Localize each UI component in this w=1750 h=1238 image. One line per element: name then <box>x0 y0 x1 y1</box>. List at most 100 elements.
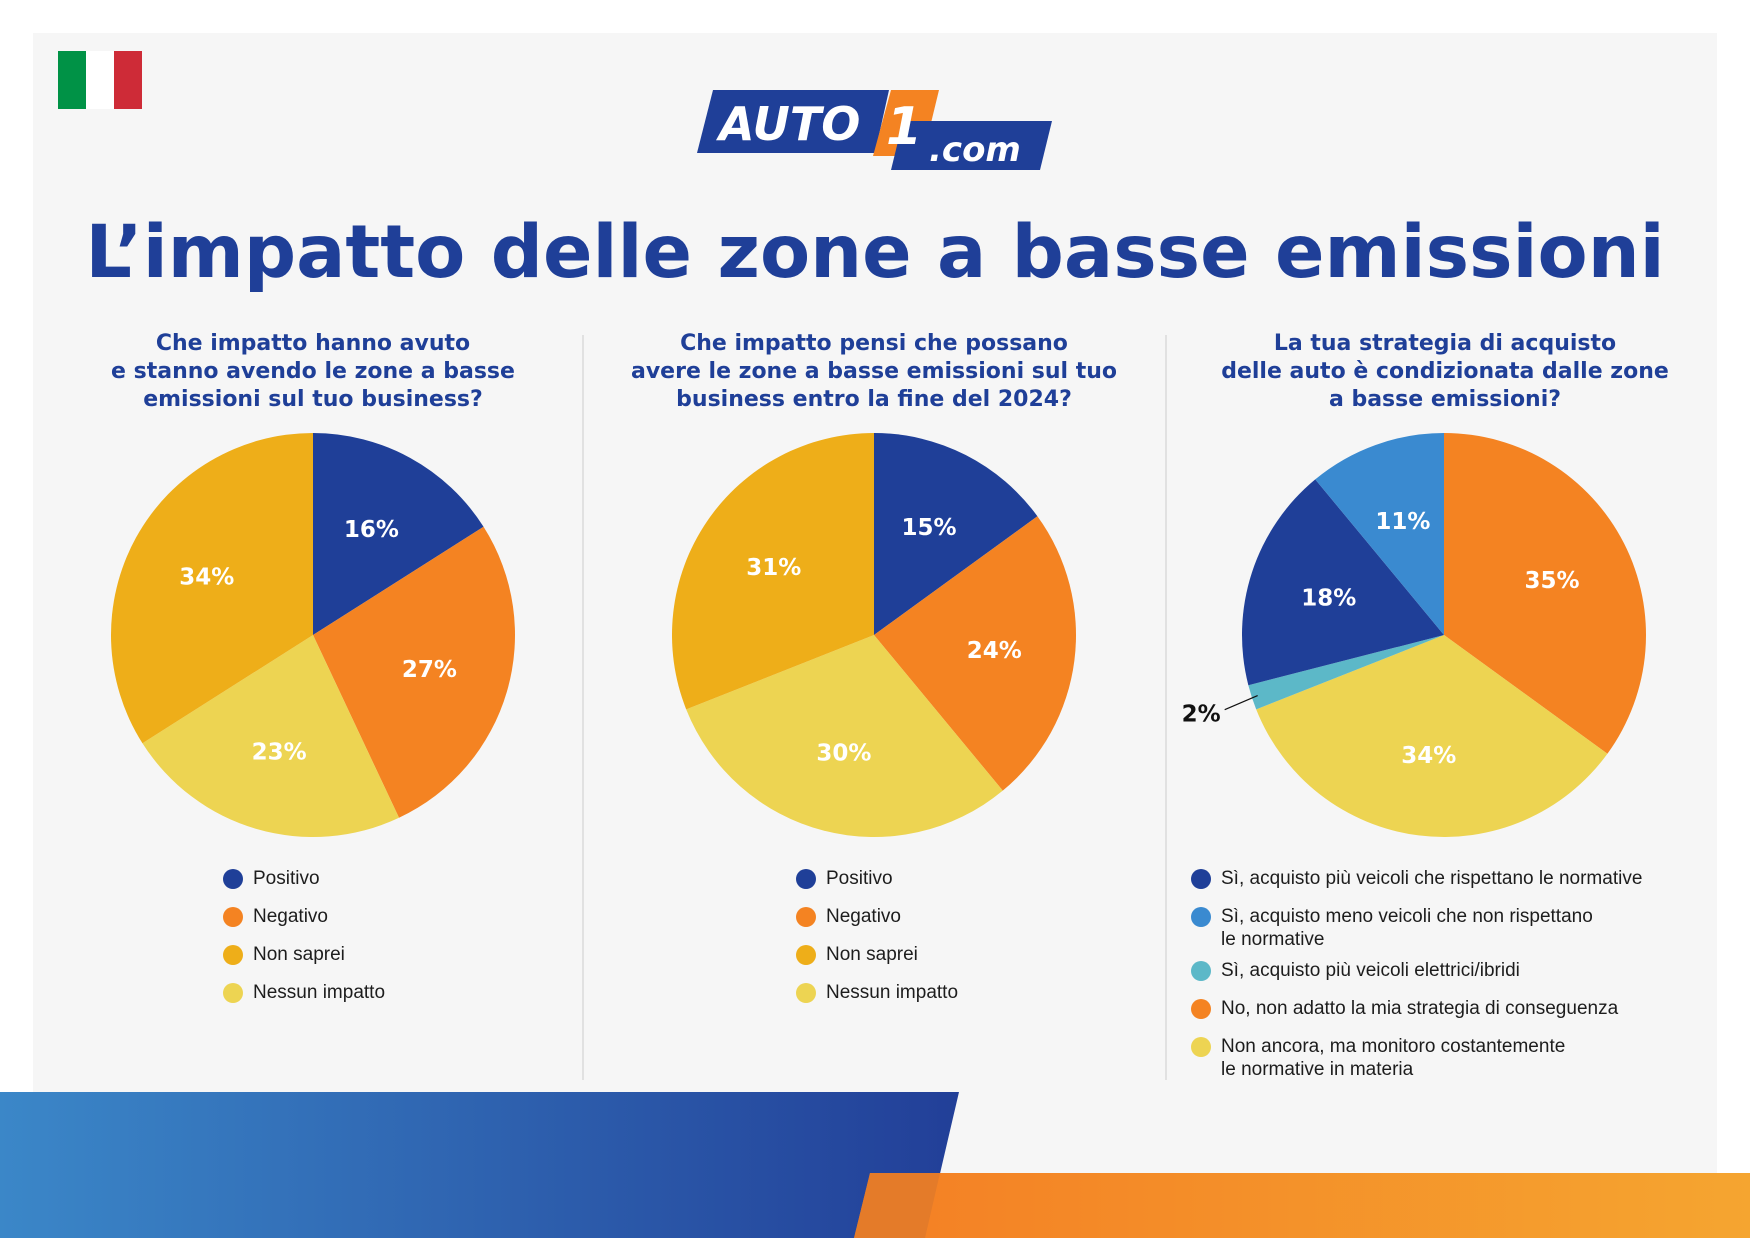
legend-label: Negativo <box>253 905 385 928</box>
pie-slice <box>874 516 1076 791</box>
legend-label-line: Nessun impatto <box>253 982 386 1003</box>
pie-slice <box>313 526 515 818</box>
flag-red-stripe <box>114 51 142 109</box>
legend-label: Sì, acquisto meno veicoli che non rispet… <box>1221 905 1642 951</box>
chart-current-impact: Che impatto hanno avuto e stanno avendo … <box>33 330 593 1090</box>
slice-value-label: 34% <box>1401 743 1456 769</box>
legend-label-line: Positivo <box>253 868 320 889</box>
legend-label: No, non adatto la mia strategia di conse… <box>1221 997 1642 1020</box>
legend-item: Nessun impatto <box>796 981 958 1004</box>
legend-item: Sì, acquisto meno veicoli che non rispet… <box>1191 905 1642 951</box>
legend-item: Non saprei <box>223 943 385 966</box>
chart-question: La tua strategia di acquisto delle auto … <box>1165 330 1725 414</box>
logo-number-text: 1 <box>886 97 922 157</box>
legend-label-line: Non saprei <box>826 944 918 965</box>
pie-slice <box>672 433 874 710</box>
flag-green-stripe <box>58 51 86 109</box>
legend-swatch <box>796 945 816 965</box>
slice-value-label: 23% <box>252 739 307 765</box>
chart-question-line: La tua strategia di acquisto <box>1273 331 1617 356</box>
logo-brand-text: AUTO <box>716 97 860 151</box>
auto1-logo: AUTO 1 .com <box>697 90 1052 170</box>
legend-label-line: No, non adatto la mia strategia di conse… <box>1221 998 1619 1019</box>
legend-swatch <box>223 983 243 1003</box>
slice-value-label: 11% <box>1375 509 1430 535</box>
legend-label-line: Positivo <box>826 868 893 889</box>
legend-swatch <box>796 983 816 1003</box>
chart-question-line: Che impatto hanno avuto <box>155 331 471 356</box>
legend-label: Positivo <box>826 867 958 890</box>
page-title: L’impatto delle zone a basse emissioni <box>85 210 1665 295</box>
legend-item: Positivo <box>223 867 385 890</box>
legend-swatch <box>223 945 243 965</box>
legend-item: Non saprei <box>796 943 958 966</box>
chart-legend: Sì, acquisto più veicoli che rispettano … <box>1191 867 1642 1089</box>
slice-value-label: 30% <box>816 740 871 766</box>
chart-question-line: Che impatto pensi che possano <box>680 331 1068 356</box>
flag-white-stripe <box>86 51 114 109</box>
legend-item: No, non adatto la mia strategia di conse… <box>1191 997 1642 1020</box>
chart-question: Che impatto pensi che possano avere le z… <box>594 330 1154 414</box>
chart-question-line: business entro la fine del 2024? <box>676 387 1072 412</box>
legend-item: Non ancora, ma monitoro costantemente le … <box>1191 1035 1642 1081</box>
legend-label-line: Sì, acquisto più veicoli elettrici/ibrid… <box>1221 960 1520 981</box>
legend-label-line: le normative <box>1221 929 1325 950</box>
italy-flag-icon <box>58 51 142 109</box>
legend-swatch <box>223 869 243 889</box>
column-divider-2 <box>1165 335 1167 1080</box>
chart-question-line: e stanno avendo le zone a basse <box>111 359 515 384</box>
column-divider-1 <box>582 335 584 1080</box>
pie-chart: 35% 34% 2% 18% 11% <box>1182 433 1646 837</box>
pie-slice <box>1256 635 1608 837</box>
legend-swatch <box>796 869 816 889</box>
chart-question-line: delle auto è condizionata dalle zone <box>1221 359 1669 384</box>
pie-slice <box>874 433 1038 635</box>
pie-slice <box>142 635 400 837</box>
chart-question: Che impatto hanno avuto e stanno avendo … <box>33 330 593 414</box>
chart-legend: Positivo Negativo Non saprei Nessun impatto <box>223 867 385 1019</box>
legend-item: Sì, acquisto più veicoli elettrici/ibrid… <box>1191 959 1642 982</box>
legend-swatch <box>1191 1037 1211 1057</box>
logo-domain-text: .com <box>929 130 1021 170</box>
slice-value-label: 18% <box>1301 586 1356 612</box>
legend-item: Negativo <box>796 905 958 928</box>
legend-label-line: Nessun impatto <box>826 982 959 1003</box>
legend-label-line: Sì, acquisto meno veicoli che non rispet… <box>1221 906 1593 927</box>
pie-slice <box>1444 433 1646 754</box>
slice-value-label: 31% <box>746 555 801 581</box>
slice-value-label: 24% <box>967 638 1022 664</box>
slice-leader-line <box>1224 694 1258 711</box>
slice-value-label: 34% <box>179 565 234 591</box>
legend-item: Negativo <box>223 905 385 928</box>
legend-label-line: Negativo <box>826 906 901 927</box>
legend-swatch <box>1191 907 1211 927</box>
slice-value-label: 16% <box>344 517 399 543</box>
pie-slice <box>1315 433 1444 635</box>
pie-slice <box>686 635 1003 837</box>
slice-value-label: 35% <box>1524 568 1579 594</box>
chart-purchase-strategy: La tua strategia di acquisto delle auto … <box>1165 330 1750 1090</box>
legend-label: Sì, acquisto più veicoli elettrici/ibrid… <box>1221 959 1642 982</box>
legend-label: Non saprei <box>826 943 958 966</box>
slice-value-label: 27% <box>402 657 457 683</box>
chart-question-line: a basse emissioni? <box>1328 387 1562 412</box>
legend-label: Non ancora, ma monitoro costantemente le … <box>1221 1035 1642 1081</box>
slice-value-label: 2% <box>1182 702 1221 728</box>
legend-label-line: Sì, acquisto più veicoli che rispettano … <box>1221 868 1643 889</box>
chart-question-line: emissioni sul tuo business? <box>143 387 483 412</box>
legend-swatch <box>1191 869 1211 889</box>
pie-slice <box>110 433 313 744</box>
chart-question-line: avere le zone a basse emissioni sul tuo <box>630 359 1118 384</box>
legend-label: Sì, acquisto più veicoli che rispettano … <box>1221 867 1642 890</box>
slice-value-label: 15% <box>901 515 956 541</box>
legend-label-line: Negativo <box>253 906 328 927</box>
legend-label: Positivo <box>253 867 385 890</box>
legend-label: Nessun impatto <box>253 981 385 1004</box>
chart-future-impact: Che impatto pensi che possano avere le z… <box>594 330 1154 1090</box>
legend-label-line: Non ancora, ma monitoro costantemente <box>1221 1036 1566 1057</box>
pie-slice <box>1248 635 1444 710</box>
legend-label: Nessun impatto <box>826 981 958 1004</box>
legend-item: Nessun impatto <box>223 981 385 1004</box>
legend-swatch <box>223 907 243 927</box>
legend-swatch <box>1191 999 1211 1019</box>
